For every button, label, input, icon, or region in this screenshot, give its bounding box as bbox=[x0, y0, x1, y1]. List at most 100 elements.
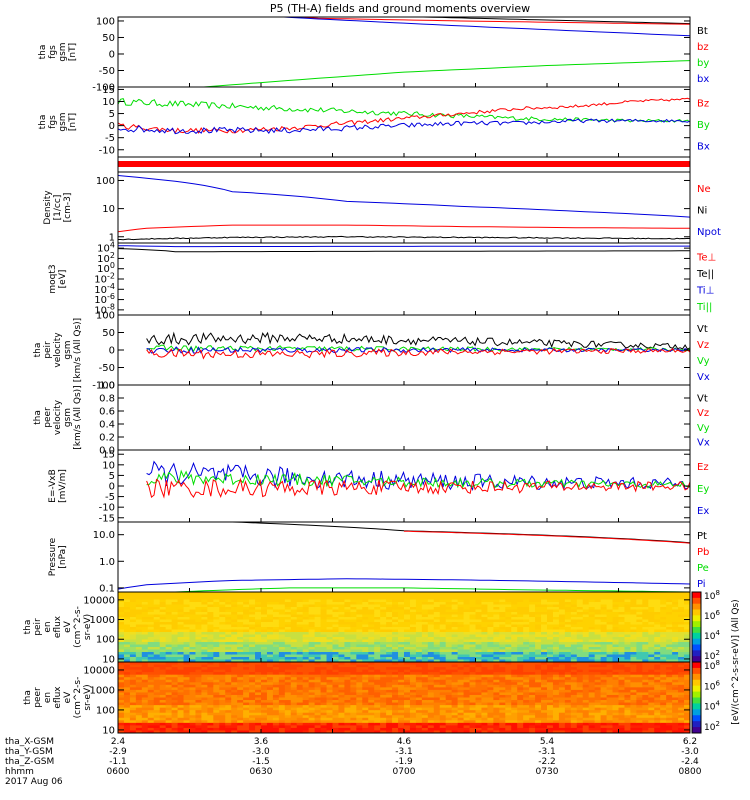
heatmap-cell bbox=[600, 654, 608, 658]
heatmap-cell bbox=[118, 632, 125, 636]
y-tick-label: 10-2 bbox=[94, 272, 115, 286]
heatmap-cell bbox=[153, 689, 161, 694]
heatmap-cell bbox=[302, 594, 310, 598]
heatmap-cell bbox=[356, 592, 363, 596]
heatmap-cell bbox=[642, 647, 649, 651]
heatmap-cell bbox=[475, 599, 483, 603]
heatmap-cell bbox=[684, 622, 690, 626]
heatmap-cell bbox=[535, 712, 542, 716]
heatmap-cell bbox=[207, 604, 214, 608]
heatmap-cell bbox=[374, 664, 381, 668]
heatmap-cell bbox=[404, 597, 411, 601]
heatmap-cell bbox=[207, 730, 214, 733]
heatmap-cell bbox=[135, 632, 143, 636]
y-axis-label: gsm bbox=[58, 42, 68, 61]
heatmap-cell bbox=[523, 592, 530, 596]
heatmap-cell bbox=[189, 654, 197, 658]
heatmap-cell bbox=[564, 712, 572, 716]
heatmap-cell bbox=[439, 669, 447, 673]
heatmap-cell bbox=[272, 627, 280, 631]
heatmap-cell bbox=[552, 682, 560, 686]
heatmap-cell bbox=[660, 654, 667, 658]
heatmap-cell bbox=[558, 727, 566, 732]
heatmap-cell bbox=[523, 715, 530, 719]
heatmap-cell bbox=[511, 720, 518, 724]
heatmap-cell bbox=[219, 717, 226, 721]
heatmap-cell bbox=[356, 629, 363, 633]
heatmap-cell bbox=[648, 607, 655, 611]
heatmap-cell bbox=[475, 692, 483, 696]
heatmap-cell bbox=[374, 614, 381, 618]
heatmap-cell bbox=[684, 592, 690, 596]
heatmap-cell bbox=[529, 700, 536, 704]
heatmap-cell bbox=[159, 707, 167, 711]
y-tick-label: -100 bbox=[92, 381, 115, 392]
heatmap-cell bbox=[564, 614, 572, 618]
heatmap-cell bbox=[177, 659, 185, 662]
heatmap-cell bbox=[284, 692, 292, 696]
heatmap-cell bbox=[600, 644, 608, 648]
heatmap-cell bbox=[159, 715, 167, 719]
heatmap-cell bbox=[338, 632, 346, 636]
heatmap-cell bbox=[320, 712, 328, 716]
heatmap-cell bbox=[356, 694, 363, 699]
heatmap-cell bbox=[189, 649, 197, 653]
heatmap-cell bbox=[135, 677, 143, 681]
heatmap-cell bbox=[207, 639, 214, 643]
heatmap-cell bbox=[231, 624, 238, 628]
heatmap-cell bbox=[535, 607, 542, 611]
heatmap-cell bbox=[588, 624, 596, 628]
heatmap-cell bbox=[380, 702, 387, 706]
heatmap-cell bbox=[433, 722, 441, 726]
heatmap-cell bbox=[398, 717, 405, 721]
heatmap-cell bbox=[201, 682, 208, 686]
heatmap-cell bbox=[386, 627, 393, 631]
heatmap-cell bbox=[398, 644, 405, 648]
heatmap-cell bbox=[457, 617, 465, 621]
heatmap-cell bbox=[487, 715, 494, 719]
heatmap-cell bbox=[261, 609, 268, 613]
heatmap-cell bbox=[421, 730, 429, 733]
heatmap-cell bbox=[356, 730, 363, 733]
heatmap-cell bbox=[612, 627, 620, 631]
heatmap-cell bbox=[600, 652, 608, 656]
heatmap-cell bbox=[219, 617, 226, 621]
heatmap-cell bbox=[463, 710, 471, 714]
heatmap-cell bbox=[481, 700, 489, 704]
heatmap-cell bbox=[320, 662, 328, 666]
heatmap-cell bbox=[499, 622, 506, 626]
heatmap-cell bbox=[433, 694, 441, 699]
heatmap-cell bbox=[529, 632, 536, 636]
heatmap-cell bbox=[445, 614, 453, 618]
heatmap-cell bbox=[189, 702, 197, 706]
heatmap-cell bbox=[147, 619, 155, 623]
heatmap-cell bbox=[177, 715, 185, 719]
heatmap-cell bbox=[386, 642, 393, 646]
heatmap-cell bbox=[517, 639, 524, 643]
heatmap-cell bbox=[660, 599, 667, 603]
heatmap-cell bbox=[135, 725, 143, 729]
heatmap-cell bbox=[552, 677, 560, 681]
heatmap-cell bbox=[123, 710, 131, 714]
heatmap-cell bbox=[147, 604, 155, 608]
heatmap-cell bbox=[427, 649, 435, 653]
heatmap-cell bbox=[278, 692, 286, 696]
heatmap-cell bbox=[231, 712, 238, 716]
heatmap-cell bbox=[439, 622, 447, 626]
heatmap-cell bbox=[433, 654, 441, 658]
heatmap-cell bbox=[487, 664, 494, 668]
heatmap-cell bbox=[529, 622, 536, 626]
heatmap-cell bbox=[481, 609, 489, 613]
heatmap-cell bbox=[183, 682, 191, 686]
heatmap-cell bbox=[231, 682, 238, 686]
heatmap-cell bbox=[439, 722, 447, 726]
heatmap-cell bbox=[118, 722, 125, 726]
heatmap-cell bbox=[278, 705, 286, 709]
heatmap-cell bbox=[225, 637, 232, 641]
heatmap-cell bbox=[529, 727, 536, 732]
heatmap-cell bbox=[445, 602, 453, 606]
heatmap-cell bbox=[398, 727, 405, 732]
heatmap-cell bbox=[564, 627, 572, 631]
heatmap-cell bbox=[249, 687, 256, 691]
legend-label: Pb bbox=[697, 547, 709, 558]
